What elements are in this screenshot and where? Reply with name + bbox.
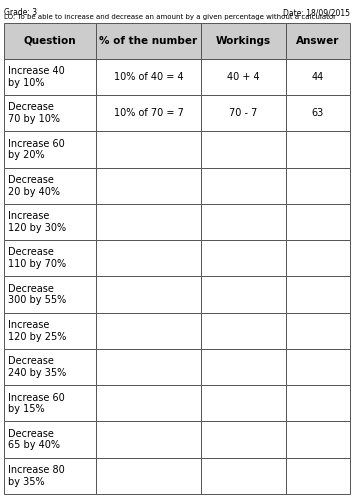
Bar [96, 349, 201, 385]
Bar [201, 276, 286, 312]
Bar [201, 59, 286, 95]
Text: Increase 60
by 15%: Increase 60 by 15% [8, 392, 65, 414]
Text: Date: 18/09/2015: Date: 18/09/2015 [283, 8, 350, 17]
Bar [201, 95, 286, 132]
Bar [286, 312, 350, 349]
Text: Decrease
300 by 55%: Decrease 300 by 55% [8, 284, 67, 306]
Bar [286, 59, 350, 95]
Bar [4, 22, 96, 59]
Bar [201, 458, 286, 494]
Bar [96, 385, 201, 422]
Bar [96, 59, 201, 95]
Bar [286, 22, 350, 59]
Bar [286, 385, 350, 422]
Bar [286, 349, 350, 385]
Text: Decrease
70 by 10%: Decrease 70 by 10% [8, 102, 61, 124]
Text: 44: 44 [312, 72, 324, 82]
Bar [201, 385, 286, 422]
Text: Decrease
110 by 70%: Decrease 110 by 70% [8, 248, 67, 269]
Bar [286, 240, 350, 277]
Bar [96, 312, 201, 349]
Bar [96, 422, 201, 458]
Bar [96, 22, 201, 59]
Text: Question: Question [24, 36, 76, 46]
Bar [96, 168, 201, 204]
Bar [4, 385, 96, 422]
Bar [96, 276, 201, 312]
Bar [201, 312, 286, 349]
Text: % of the number: % of the number [99, 36, 198, 46]
Text: Answer: Answer [296, 36, 339, 46]
Bar [286, 422, 350, 458]
Text: Decrease
65 by 40%: Decrease 65 by 40% [8, 429, 61, 450]
Bar [286, 132, 350, 168]
Bar [4, 240, 96, 277]
Bar [4, 168, 96, 204]
Text: Increase
120 by 25%: Increase 120 by 25% [8, 320, 67, 342]
Bar [286, 168, 350, 204]
Bar [96, 132, 201, 168]
Bar [286, 276, 350, 312]
Bar [201, 132, 286, 168]
Bar [201, 168, 286, 204]
Bar [4, 59, 96, 95]
Bar [4, 132, 96, 168]
Bar [96, 204, 201, 240]
Bar [96, 240, 201, 277]
Text: Grade: 3: Grade: 3 [4, 8, 38, 17]
Text: LO: To be able to increase and decrease an amount by a given percentage without : LO: To be able to increase and decrease … [4, 14, 336, 20]
Text: Increase 80
by 35%: Increase 80 by 35% [8, 465, 65, 486]
Bar [4, 422, 96, 458]
Bar [96, 95, 201, 132]
Text: 10% of 40 = 4: 10% of 40 = 4 [114, 72, 183, 82]
Bar [201, 204, 286, 240]
Text: Increase 40
by 10%: Increase 40 by 10% [8, 66, 65, 88]
Bar [4, 204, 96, 240]
Bar [96, 458, 201, 494]
Text: Decrease
240 by 35%: Decrease 240 by 35% [8, 356, 67, 378]
Text: 40 + 4: 40 + 4 [227, 72, 260, 82]
Bar [201, 240, 286, 277]
Text: Increase
120 by 30%: Increase 120 by 30% [8, 211, 67, 233]
Bar [4, 276, 96, 312]
Bar [4, 458, 96, 494]
Text: 10% of 70 = 7: 10% of 70 = 7 [114, 108, 183, 118]
Bar [286, 95, 350, 132]
Bar [286, 204, 350, 240]
Text: 70 - 7: 70 - 7 [229, 108, 258, 118]
Text: Increase 60
by 20%: Increase 60 by 20% [8, 138, 65, 160]
Bar [4, 349, 96, 385]
Text: Workings: Workings [216, 36, 271, 46]
Text: 63: 63 [312, 108, 324, 118]
Bar [201, 422, 286, 458]
Bar [201, 349, 286, 385]
Text: Decrease
20 by 40%: Decrease 20 by 40% [8, 175, 61, 197]
Bar [4, 312, 96, 349]
Bar [201, 22, 286, 59]
Bar [286, 458, 350, 494]
Bar [4, 95, 96, 132]
